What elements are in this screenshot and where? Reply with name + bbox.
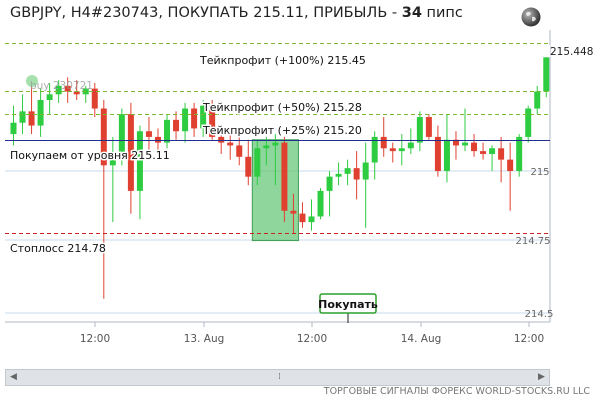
candle-bull [55,85,62,95]
time-label: 13. Aug [184,333,225,345]
candle-bear [498,148,505,160]
candle-bear [434,136,441,171]
footer-credit: ТОРГОВЫЕ СИГНАЛЫ ФОРЕКС WORLD-STOCKS.RU … [323,386,590,397]
candle-bear [218,136,225,143]
candle-bull [46,94,53,100]
price-label: 214.5 [525,309,554,320]
buy-flag-label: Покупать [318,298,378,311]
candle-bull [525,108,532,137]
order-marker [26,75,38,87]
candle-bull [182,108,189,132]
candle-bear [299,213,306,223]
candle-bear [281,142,288,211]
candle-bear [389,148,396,152]
candle-bear [100,108,107,166]
candle-bull [118,114,125,154]
title-suffix: пипс [421,5,463,21]
candle-bear [28,111,35,126]
order-faint-label: buy 230721 [30,80,93,92]
candle-bull [164,119,171,143]
candle-bull [398,148,405,152]
globe-icon[interactable] [521,7,541,27]
candle-bear [236,145,243,157]
buy-flag-box[interactable] [319,293,377,314]
candle-bull [443,139,450,171]
candle-bear [290,210,297,214]
title-prefix: GBPJPY, H4#230743, ПОКУПАТЬ 215.11, ПРИБ… [10,5,402,21]
candle-bear [480,151,487,154]
candle-bull [317,190,324,217]
candle-bull [10,122,17,135]
candle-bull [200,105,207,129]
candle-bear [127,114,134,191]
candle-bull [362,162,369,180]
candle-bear [227,142,234,146]
candle-bear [425,117,432,137]
profit-value: 34 [401,5,422,21]
candle-bear [380,136,387,149]
scroll-left-arrow-icon[interactable]: ◀ [10,372,17,382]
candle-bull [254,148,261,177]
time-label: 12:00 [514,333,544,345]
candle-bull [326,176,333,191]
price-chart[interactable]: 12:00 13. Aug 12:00 14. Aug 12:00 215 21… [0,0,600,368]
candles [10,51,550,299]
time-label: 14. Aug [401,333,442,345]
candle-bear [145,131,152,137]
stop-loss-label: Стоплосс 214.78 [10,242,106,255]
candle-bull [462,142,468,146]
scroll-grip-icon[interactable]: ⁞ [278,372,281,382]
candle-bull [407,142,414,149]
scroll-right-arrow-icon[interactable]: ▶ [538,372,545,382]
candle-bull [308,216,315,223]
candle-bear [73,91,80,95]
candle-bear [471,142,478,152]
candle-bear [209,105,216,137]
entry-label: Покупаем от уровня 215.11 [10,149,170,162]
candle-bull [344,168,351,174]
candle-bear [91,88,98,109]
chart-scrollbar[interactable]: ◀ ⁞ ▶ [5,369,550,386]
chart-title: GBPJPY, H4#230743, ПОКУПАТЬ 215.11, ПРИБ… [10,5,463,21]
candle-bull [37,100,44,126]
candle-bear [245,156,252,177]
last-price-marker [545,45,550,57]
tp25-label: Тейкпрофит (+25%) 215.20 [202,124,362,137]
candle-bear [173,119,180,132]
candle-bear [353,168,360,180]
candle-bear [452,139,459,146]
tp100-label: Тейкпрофит (+100%) 215.45 [199,54,366,67]
tp50-label: Тейкпрофит (+50%) 215.28 [202,101,362,114]
candle-bull [109,153,116,166]
buy-flag[interactable]: Покупать [318,293,378,323]
candle-bear [64,85,71,92]
time-label: 12:00 [80,333,110,345]
price-label: 215 [530,167,549,178]
candle-bull [263,145,270,149]
price-axis: 215 214.75 214.5 [516,167,554,320]
candle-bull [416,117,423,143]
candle-bull [136,131,143,191]
candle-bull [335,173,342,177]
candle-bull [371,136,378,163]
candle-bear [154,136,161,143]
time-label: 12:00 [297,333,327,345]
candle-bull [272,142,279,146]
last-price-label: 215.448 [550,46,593,58]
candle-bull [516,136,523,171]
candle-bear [191,108,198,129]
candle-bull [19,111,26,123]
candle-bear [507,159,514,171]
candle-bull [534,91,541,109]
candle-bull [543,57,550,92]
time-axis: 12:00 13. Aug 12:00 14. Aug 12:00 [80,322,544,345]
candle-bull [489,148,496,154]
price-label: 214.75 [516,236,551,247]
